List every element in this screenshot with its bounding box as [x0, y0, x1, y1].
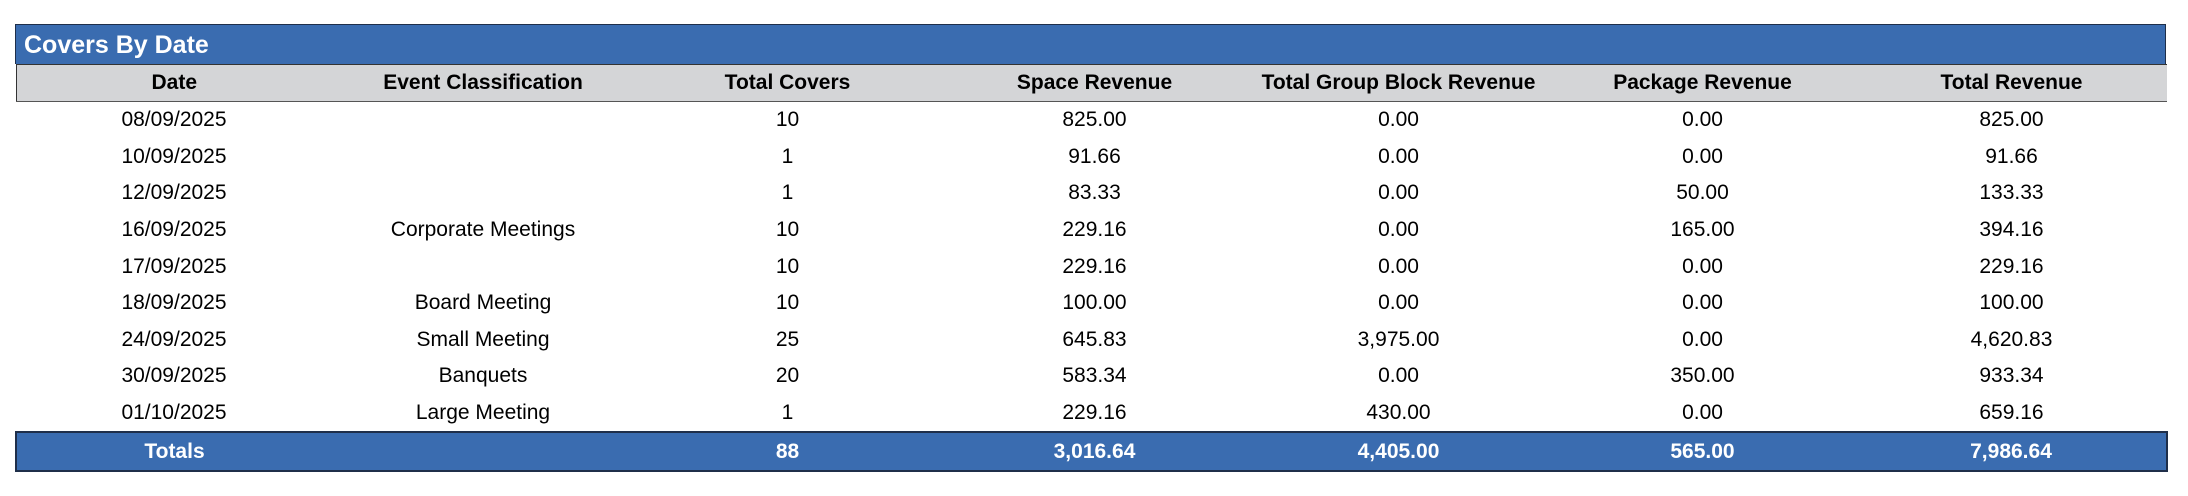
cell-total-covers: 1 [781, 181, 794, 205]
cell-total-revenue: 394.16 [1979, 218, 2044, 242]
cell-group-block-revenue: 0.00 [1378, 144, 1419, 168]
column-header-space-revenue: Space Revenue [941, 64, 1248, 102]
table-row: 24/09/2025 Small Meeting 25 645.83 3,975.00 0… [16, 322, 2167, 359]
cell-space-revenue: 83.33 [1068, 181, 1121, 205]
cell-date: 10/09/2025 [121, 144, 227, 168]
cell-event-classification: Board Meeting [414, 291, 552, 315]
cell-group-block-revenue: 430.00 [1366, 401, 1431, 425]
cell-package-revenue: 50.00 [1676, 181, 1729, 205]
total-total-covers: 88 [634, 431, 941, 473]
cell-date: 16/09/2025 [121, 218, 227, 242]
cell-total-covers: 10 [775, 108, 800, 132]
cell-package-revenue: 165.00 [1670, 218, 1735, 242]
totals-row: Totals 88 3,016.64 4,405.00 565.00 7,986.64 [15, 431, 2168, 473]
cell-space-revenue: 100.00 [1062, 291, 1127, 315]
table-row: 01/10/2025 Large Meeting 1 229.16 430.00 0.00… [16, 395, 2167, 433]
cell-date: 18/09/2025 [121, 291, 227, 315]
column-header-total-covers: Total Covers [634, 64, 941, 102]
cell-space-revenue: 229.16 [1062, 218, 1127, 242]
total-total-revenue: 7,986.64 [1856, 431, 2168, 473]
column-header-date: Date [15, 64, 332, 102]
cell-space-revenue: 583.34 [1062, 364, 1127, 388]
total-group-block-revenue: 4,405.00 [1248, 431, 1549, 473]
cell-space-revenue: 91.66 [1068, 144, 1121, 168]
column-header-event-classification: Event Classification [332, 64, 634, 102]
cell-package-revenue: 0.00 [1682, 108, 1723, 132]
cell-total-revenue: 229.16 [1979, 254, 2044, 278]
cell-event-classification [332, 248, 634, 285]
cell-date: 17/09/2025 [121, 254, 227, 278]
cell-event-classification [332, 139, 634, 176]
cell-total-covers: 1 [781, 144, 794, 168]
total-event-classification [332, 431, 634, 473]
column-header-package-revenue: Package Revenue [1549, 64, 1856, 102]
cell-space-revenue: 229.16 [1062, 401, 1127, 425]
cell-event-classification: Small Meeting [416, 327, 550, 351]
total-space-revenue: 3,016.64 [941, 431, 1248, 473]
cell-total-covers: 20 [775, 364, 800, 388]
cell-event-classification: Large Meeting [415, 401, 551, 425]
cell-event-classification [332, 175, 634, 212]
column-header-group-block-revenue: Total Group Block Revenue [1248, 64, 1549, 102]
table-row: 12/09/2025 1 83.33 0.00 50.00 133.33 [16, 175, 2167, 212]
cell-event-classification: Corporate Meetings [390, 218, 576, 242]
cell-total-covers: 10 [775, 254, 800, 278]
cell-total-revenue: 133.33 [1979, 181, 2044, 205]
cell-group-block-revenue: 0.00 [1378, 218, 1419, 242]
cell-event-classification: Banquets [438, 364, 528, 388]
cell-date: 30/09/2025 [121, 364, 227, 388]
table-row: 08/09/2025 10 825.00 0.00 0.00 825.00 [16, 102, 2167, 139]
cell-total-covers: 10 [775, 218, 800, 242]
cell-total-covers: 25 [775, 327, 800, 351]
table-row: 10/09/2025 1 91.66 0.00 0.00 91.66 [16, 139, 2167, 176]
cell-event-classification [332, 102, 634, 139]
cell-group-block-revenue: 0.00 [1378, 364, 1419, 388]
cell-package-revenue: 0.00 [1682, 327, 1723, 351]
cell-space-revenue: 825.00 [1062, 108, 1127, 132]
total-package-revenue: 565.00 [1549, 431, 1856, 473]
report-title: Covers By Date [15, 24, 2166, 64]
covers-table: Date Event Classification Total Covers Spac… [15, 64, 2168, 473]
table-row: 17/09/2025 10 229.16 0.00 0.00 229.16 [16, 248, 2167, 285]
cell-group-block-revenue: 0.00 [1378, 181, 1419, 205]
column-header-total-revenue: Total Revenue [1856, 64, 2167, 102]
cell-space-revenue: 229.16 [1062, 254, 1127, 278]
cell-total-revenue: 825.00 [1979, 108, 2044, 132]
total-date: Totals [15, 431, 332, 473]
cell-package-revenue: 0.00 [1682, 291, 1723, 315]
table-row: 30/09/2025 Banquets 20 583.34 0.00 350.00 933.… [16, 358, 2167, 395]
cell-package-revenue: 0.00 [1682, 401, 1723, 425]
covers-by-date-report: Covers By Date Date Event Classification T… [15, 24, 2168, 473]
cell-total-revenue: 4,620.83 [1970, 327, 2053, 351]
cell-date: 08/09/2025 [121, 108, 227, 132]
cell-group-block-revenue: 3,975.00 [1357, 327, 1440, 351]
table-row: 16/09/2025 Corporate Meetings 10 229.16 0.00… [16, 212, 2167, 249]
cell-total-revenue: 659.16 [1979, 401, 2044, 425]
cell-package-revenue: 0.00 [1682, 254, 1723, 278]
cell-group-block-revenue: 0.00 [1378, 291, 1419, 315]
cell-date: 12/09/2025 [121, 181, 227, 205]
cell-group-block-revenue: 0.00 [1378, 254, 1419, 278]
cell-total-covers: 10 [775, 291, 800, 315]
cell-total-revenue: 100.00 [1979, 291, 2044, 315]
cell-total-covers: 1 [781, 401, 794, 425]
cell-space-revenue: 645.83 [1062, 327, 1127, 351]
cell-date: 24/09/2025 [121, 327, 227, 351]
cell-group-block-revenue: 0.00 [1378, 108, 1419, 132]
table-row: 18/09/2025 Board Meeting 10 100.00 0.00 0.00 1… [16, 285, 2167, 322]
cell-total-revenue: 91.66 [1985, 144, 2038, 168]
column-header-row: Date Event Classification Total Covers Spac… [15, 64, 2167, 102]
cell-package-revenue: 0.00 [1682, 144, 1723, 168]
cell-total-revenue: 933.34 [1979, 364, 2044, 388]
cell-package-revenue: 350.00 [1670, 364, 1735, 388]
cell-date: 01/10/2025 [121, 401, 227, 425]
